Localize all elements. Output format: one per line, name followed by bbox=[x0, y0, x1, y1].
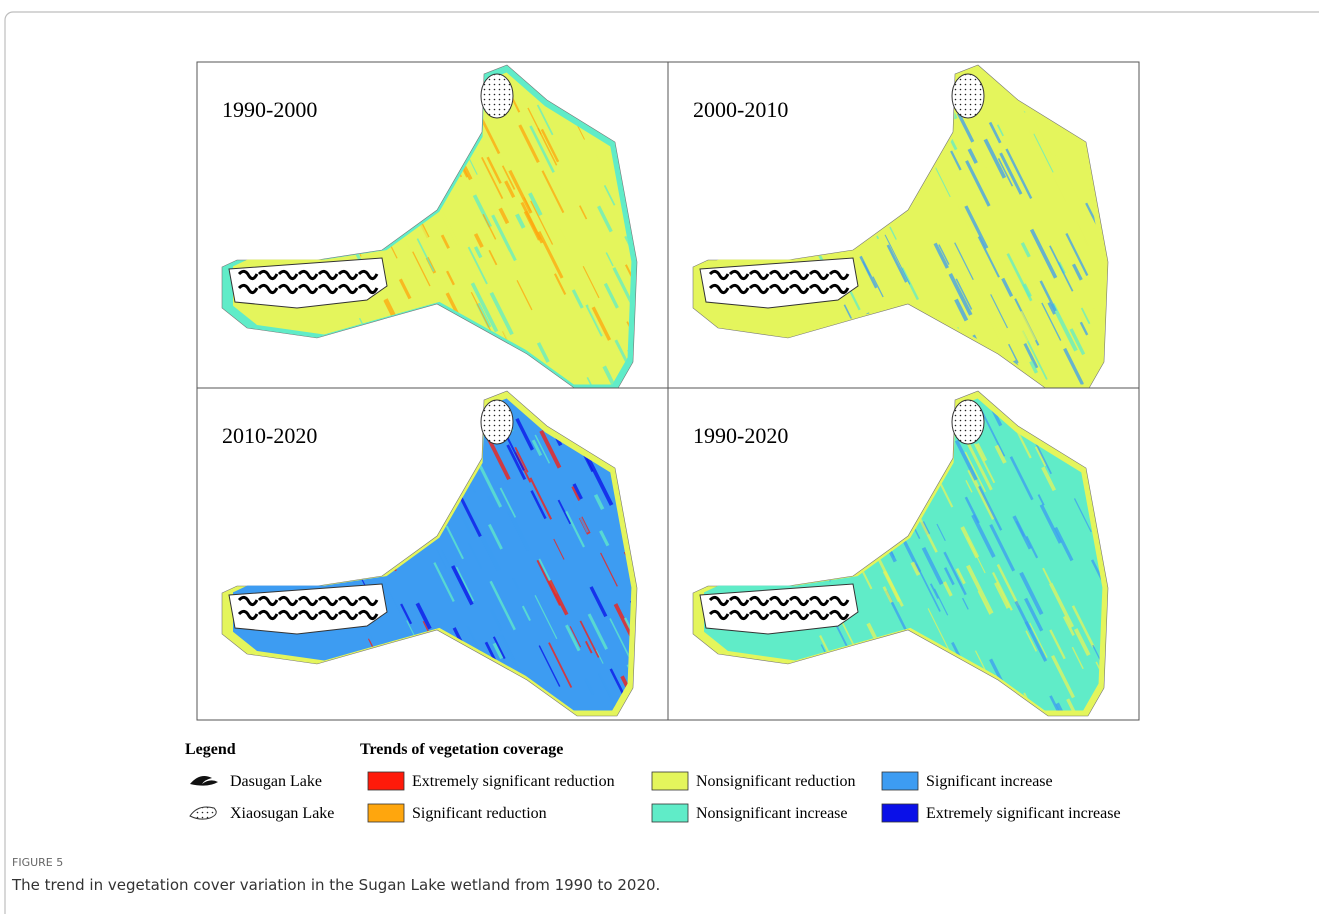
legend-swatch bbox=[882, 804, 918, 822]
xiaosugan-lake bbox=[481, 74, 513, 118]
map-panel: 2000-2010 bbox=[668, 62, 1139, 422]
panel-label: 2000-2010 bbox=[693, 97, 788, 122]
xiaosugan-lake bbox=[952, 74, 984, 118]
lake-label: Dasugan Lake bbox=[230, 773, 322, 790]
caption-label: FIGURE 5 bbox=[12, 856, 63, 869]
map-panel: 1990-2020 bbox=[668, 388, 1139, 749]
legend-label: Nonsignificant reduction bbox=[696, 773, 856, 790]
lake-label: Xiaosugan Lake bbox=[230, 805, 334, 822]
legend-label: Extremely significant increase bbox=[926, 805, 1121, 822]
legend-label: Nonsignificant increase bbox=[696, 805, 848, 822]
trends-title: Trends of vegetation coverage bbox=[360, 741, 563, 758]
caption-text: The trend in vegetation cover variation … bbox=[11, 876, 660, 894]
legend-swatch bbox=[882, 772, 918, 790]
legend-title: Legend bbox=[185, 741, 236, 758]
map-panel: 1990-2000 bbox=[197, 62, 668, 418]
legend-label: Significant increase bbox=[926, 773, 1053, 790]
map-panel: 2010-2020 bbox=[197, 388, 668, 749]
xiaosugan-lake bbox=[952, 400, 984, 444]
panel-label: 2010-2020 bbox=[222, 423, 317, 448]
maps: 1990-2000 2000-2010 2010-2020 1990-2020 bbox=[197, 62, 1139, 749]
trend-legend: Extremely significant reduction Significa… bbox=[368, 772, 1121, 822]
legend-swatch bbox=[368, 772, 404, 790]
panel-label: 1990-2000 bbox=[222, 97, 317, 122]
figure: 1990-2000 2000-2010 2010-2020 1990-2020 Leg… bbox=[0, 0, 1319, 914]
page: 1990-2000 2000-2010 2010-2020 1990-2020 Leg… bbox=[0, 0, 1319, 914]
panel-label: 1990-2020 bbox=[693, 423, 788, 448]
legend-swatch bbox=[652, 804, 688, 822]
legend-label: Significant reduction bbox=[412, 805, 547, 822]
xiaosugan-lake bbox=[481, 400, 513, 444]
legend-label: Extremely significant reduction bbox=[412, 773, 615, 790]
lake-icon bbox=[190, 776, 218, 819]
legend-swatch bbox=[368, 804, 404, 822]
legend-swatch bbox=[652, 772, 688, 790]
